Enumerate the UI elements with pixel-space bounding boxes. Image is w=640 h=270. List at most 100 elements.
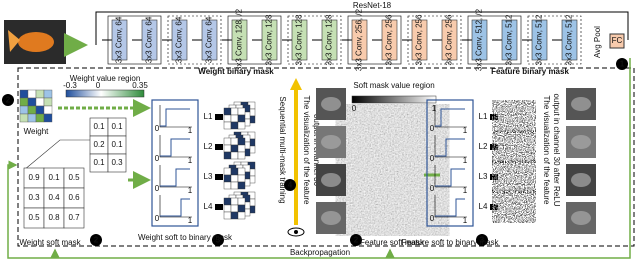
plot-axis	[159, 195, 192, 218]
step-number: 2	[6, 96, 11, 105]
plot-tick: 1	[463, 126, 468, 135]
binary-cell	[237, 137, 246, 146]
binary-cell	[223, 204, 232, 213]
conv-layer	[441, 19, 458, 61]
red-title: Feature binary mask	[491, 67, 569, 76]
plot-step	[160, 168, 190, 187]
conv-label: 3x3 Conv, 256	[385, 14, 394, 66]
weight-cell	[43, 105, 53, 115]
residual-block	[527, 15, 582, 65]
layer-icon	[215, 144, 223, 150]
step-number: 1	[620, 60, 625, 69]
layer-icon	[490, 204, 498, 210]
conv-layer	[321, 19, 338, 61]
weight-label: Weight	[24, 127, 50, 136]
residual-block	[347, 15, 402, 65]
step-number: 3	[480, 236, 485, 245]
conv-layer	[411, 19, 428, 61]
binary-cell	[223, 151, 232, 160]
weight-cell	[19, 97, 29, 107]
layer-icon	[490, 144, 498, 150]
conv-layer	[351, 19, 368, 61]
conv-layer	[381, 19, 398, 61]
weight-cell	[19, 89, 29, 99]
plot-step	[435, 138, 465, 157]
caption: Weight soft mask	[19, 238, 81, 247]
binary-mask-image	[496, 103, 532, 130]
binary-cell	[230, 137, 239, 146]
layer-label: L3	[479, 172, 488, 181]
eye-pupil	[294, 230, 298, 234]
matrix-value: 0.5	[28, 213, 40, 222]
region-tick: 1	[432, 104, 437, 113]
feature-shape	[571, 173, 591, 187]
weight-colorbar	[65, 89, 145, 98]
matrix-cell	[63, 207, 85, 229]
step-badge	[2, 94, 14, 106]
binary-cell	[237, 204, 246, 213]
matrix-value: 0.8	[48, 213, 60, 222]
plot-tick: 0	[430, 154, 435, 163]
residual-block	[287, 15, 342, 65]
region-tick: 0	[352, 104, 357, 113]
binary-cell	[223, 197, 232, 206]
weight-cell	[43, 113, 53, 123]
layer-label: L2	[479, 142, 488, 151]
plot-tick: 1	[188, 216, 193, 225]
feature-shape	[571, 135, 591, 149]
plot-frame	[151, 99, 199, 227]
matrix-value: 0.9	[28, 173, 40, 182]
weight-cell	[19, 113, 29, 123]
fish-tail	[8, 30, 20, 52]
layer-icon	[215, 174, 223, 180]
plot-tick: 1	[188, 186, 193, 195]
step-badge	[284, 179, 296, 191]
step-badge	[90, 234, 102, 246]
plot-step	[160, 198, 190, 217]
binary-cell	[230, 197, 239, 206]
binary-mask-image	[496, 163, 532, 190]
layer-label: L4	[479, 202, 488, 211]
conv-label: 3x3 Conv, 512	[505, 14, 514, 66]
binary-cell	[237, 107, 246, 116]
plot-tick: 1	[188, 156, 193, 165]
binary-cell	[230, 114, 239, 123]
weight-cell	[43, 97, 53, 107]
binary-cell	[223, 167, 232, 176]
conv-label: 3x3 Conv, 256	[445, 14, 454, 66]
plot-axis	[159, 135, 192, 158]
backprop-label: Backpropagation	[290, 248, 350, 257]
resnet-bracket	[95, 11, 629, 45]
binary-mask-image	[496, 133, 532, 160]
weight-cell	[35, 113, 45, 123]
matrix-value: 0.1	[93, 122, 105, 131]
step-number: 4	[288, 181, 293, 190]
conv-label: 3x3 Conv, 512	[565, 14, 574, 66]
weight-cell	[35, 97, 45, 107]
region-tick: -0.3	[63, 81, 77, 90]
binary-cell	[237, 121, 246, 130]
plot-axis	[434, 135, 467, 158]
conv-label: 3x3 Conv, 64	[115, 16, 124, 63]
vis-label: The visualization of the feature	[302, 96, 311, 206]
vis-label: output in channel 30 after ReLU	[552, 94, 561, 207]
plot-tick: 0	[430, 214, 435, 223]
plot-tick: 0	[155, 184, 160, 193]
binary-cell	[237, 174, 246, 183]
plot-step	[160, 138, 190, 157]
binary-cell	[230, 181, 239, 190]
step-number: 3	[216, 236, 221, 245]
pool-label: Avg Pool	[593, 26, 602, 58]
fc-label: FC	[612, 36, 623, 45]
conv-layer	[531, 19, 548, 61]
residual-block	[227, 15, 282, 65]
binary-cell	[237, 181, 246, 190]
feature-shape	[321, 135, 341, 149]
weight-cell	[27, 89, 37, 99]
caption: Feature soft to binary mask	[402, 238, 500, 247]
conv-label: 3x3 Conv, 256	[415, 14, 424, 66]
conv-label: 3x3 Conv, 512, /2	[475, 8, 484, 71]
binary-cell	[230, 121, 239, 130]
binary-cell	[223, 107, 232, 116]
step-badge	[616, 58, 628, 70]
